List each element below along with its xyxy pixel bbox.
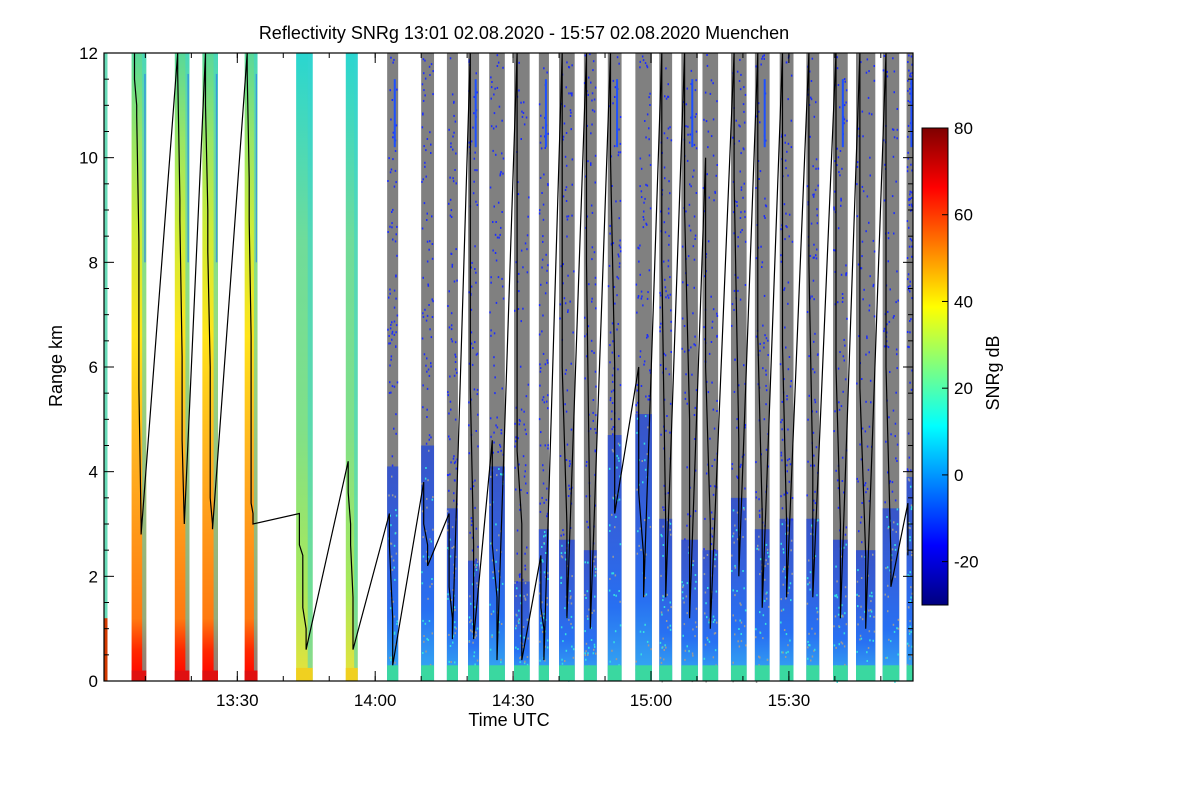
scan-segment (659, 53, 673, 683)
x-tick-label: 14:00 (354, 691, 397, 710)
y-tick-label: 2 (89, 567, 98, 586)
y-tick-label: 10 (79, 149, 98, 168)
colorbar-scale (921, 127, 949, 606)
scan-segment (489, 53, 505, 681)
x-axis: 13:30 14:00 14:30 15:00 15:30 (144, 53, 882, 710)
scan-segment (345, 53, 358, 681)
y-axis: 0 2 4 6 8 10 12 (79, 44, 913, 691)
y-tick-label: 6 (89, 358, 98, 377)
scan-segment (514, 53, 530, 681)
colorbar: -20 0 20 40 60 80 (921, 119, 979, 606)
scan-segment (635, 53, 652, 681)
scan-segment (446, 53, 458, 681)
colorbar-tick-label: -20 (954, 553, 979, 572)
cloud-top-contour (133, 52, 909, 666)
y-tick-label: 8 (89, 253, 98, 272)
colorbar-tick-label: 20 (954, 379, 973, 398)
x-tick-label: 15:00 (630, 691, 673, 710)
scan-segment (730, 53, 747, 683)
colorbar-tick-label: 60 (954, 206, 973, 225)
y-tick-label: 4 (89, 463, 98, 482)
scan-segment (538, 53, 549, 681)
x-axis-label: Time UTC (468, 710, 549, 730)
colorbar-tick-label: 0 (954, 466, 963, 485)
colorbar-tick-label: 40 (954, 292, 973, 311)
scan-segment (421, 53, 435, 681)
y-axis-label: Range km (46, 325, 66, 407)
scan-segment (387, 53, 399, 681)
y-tick-label: 12 (79, 44, 98, 63)
scan-segment (882, 53, 900, 683)
x-tick-label: 13:30 (216, 691, 259, 710)
colorbar-label: SNRg dB (983, 335, 1003, 410)
y-tick-label: 0 (89, 672, 98, 691)
chart-title: Reflectivity SNRg 13:01 02.08.2020 - 15:… (259, 23, 789, 43)
plot-area (103, 52, 914, 683)
x-tick-label: 15:30 (768, 691, 811, 710)
scan-segment (296, 53, 313, 681)
colorbar-tick-label: 80 (954, 119, 973, 138)
x-tick-label: 14:30 (492, 691, 535, 710)
